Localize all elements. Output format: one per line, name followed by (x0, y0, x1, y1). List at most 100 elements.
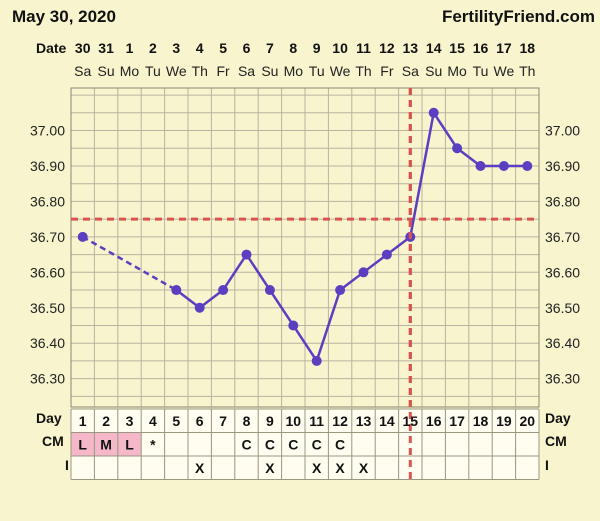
cycle-day-number: 7 (219, 413, 227, 429)
cycle-table: 1 2 3 4 5 6 7 8 9 10 11 12 13 14 15 16 17 18 19 20L M L * C C C C C… (70, 88, 540, 480)
date-label: 13 (403, 40, 419, 56)
cycle-day-number: 20 (520, 413, 536, 429)
plot-border (70, 87, 540, 408)
date-label: 7 (266, 40, 274, 56)
date-label: 15 (449, 40, 465, 56)
date-label: 11 (356, 40, 371, 56)
y-tick-label-left: 36.60 (30, 264, 65, 280)
temperature-segment (409, 112, 435, 238)
axis-labels: 37.00 37.00 36.90 36.90 36.80 36.80 36.70 36.70… (30, 40, 580, 387)
cycle-day-number: 18 (473, 413, 489, 429)
weekday-label: Th (519, 63, 535, 79)
weekday-label: We (166, 63, 187, 79)
cm-entry: L (125, 437, 134, 453)
y-tick-label-left: 37.00 (30, 123, 65, 139)
y-tick-label-left: 36.70 (30, 229, 65, 245)
cycle-day-number: 3 (126, 413, 134, 429)
y-tick-label-left: 36.80 (30, 193, 65, 209)
date-row-label: Date (36, 40, 67, 56)
cm-entry: C (288, 437, 298, 453)
intercourse-mark: X (195, 460, 205, 476)
weekday-label: Tu (473, 63, 489, 79)
intercourse-mark: X (312, 460, 322, 476)
temperature-point (381, 249, 392, 260)
weekday-label: Sa (402, 63, 419, 79)
brand-name: FertilityFriend.com (442, 7, 595, 26)
cm-highlight-cell (71, 432, 95, 456)
cycle-day-number: 12 (332, 413, 348, 429)
temperature-point (241, 249, 252, 260)
temperature-segment (222, 253, 248, 291)
cm-highlight-cell (94, 432, 118, 456)
cm-entry: M (100, 437, 112, 453)
weekday-label: Su (98, 63, 115, 79)
cycle-day-number: 10 (286, 413, 302, 429)
temperature-point (522, 160, 533, 171)
date-label: 17 (496, 40, 512, 56)
i-row-label-left: I (65, 457, 69, 473)
y-tick-label-right: 36.80 (545, 193, 580, 209)
date-label: 31 (98, 40, 114, 56)
date-label: 30 (75, 40, 91, 56)
temperature-segment (292, 324, 318, 362)
date-label: 14 (426, 40, 442, 56)
temperature-segment (315, 289, 342, 362)
cycle-day-number: 11 (309, 413, 324, 429)
date-label: 16 (473, 40, 489, 56)
y-tick-label-right: 36.60 (545, 264, 580, 280)
weekday-label: Su (261, 63, 278, 79)
intercourse-mark: X (359, 460, 369, 476)
cycle-day-number: 1 (79, 413, 87, 429)
date-label: 18 (520, 40, 536, 56)
cm-entry: C (312, 437, 322, 453)
temperature-point (77, 231, 88, 242)
date-label: 8 (289, 40, 297, 56)
weekday-label: Mo (120, 63, 140, 79)
weekday-label: Mo (447, 63, 467, 79)
weekday-label: We (330, 63, 351, 79)
weekday-label: Sa (74, 63, 91, 79)
weekday-label: Sa (238, 63, 255, 79)
cycle-day-number: 4 (149, 413, 157, 429)
date-label: 3 (172, 40, 180, 56)
temperature-point (288, 320, 299, 331)
date-label: 6 (243, 40, 251, 56)
temperature-segment (432, 112, 459, 149)
temperature-segment (245, 253, 271, 291)
weekday-label: Th (355, 63, 371, 79)
temperature-point (452, 143, 463, 154)
day-row-label-right: Day (545, 410, 571, 426)
date-label: 2 (149, 40, 157, 56)
cm-highlight-cell (117, 432, 142, 456)
cm-entry: C (241, 437, 251, 453)
date-label: 12 (379, 40, 395, 56)
cycle-day-number: 14 (379, 413, 395, 429)
y-tick-label-right: 37.00 (545, 123, 580, 139)
cycle-day-number: 8 (243, 413, 251, 429)
date-label: 1 (126, 40, 134, 56)
y-tick-label-right: 36.50 (545, 300, 580, 316)
y-tick-label-left: 36.30 (30, 371, 65, 387)
date-label: 5 (219, 40, 227, 56)
cm-row-label-right: CM (545, 433, 567, 449)
y-tick-label-left: 36.90 (30, 158, 65, 174)
day-row-label-left: Day (36, 410, 62, 426)
y-tick-label-left: 36.50 (30, 300, 65, 316)
weekday-label: Mo (284, 63, 304, 79)
temperature-point (358, 267, 369, 278)
grid (70, 87, 540, 408)
cm-entry: C (335, 437, 345, 453)
date-label: 4 (196, 40, 204, 56)
temperature-point (264, 285, 275, 296)
temperature-point (475, 160, 486, 171)
temperature-segment (268, 289, 295, 327)
i-row-label-right: I (545, 457, 549, 473)
cycle-day-number: 13 (356, 413, 372, 429)
weekday-label: Fr (216, 63, 230, 79)
y-tick-label-right: 36.90 (545, 158, 580, 174)
cm-row-label-left: CM (42, 433, 64, 449)
y-tick-label-right: 36.30 (545, 371, 580, 387)
weekday-label: Fr (380, 63, 394, 79)
intercourse-mark: X (265, 460, 275, 476)
